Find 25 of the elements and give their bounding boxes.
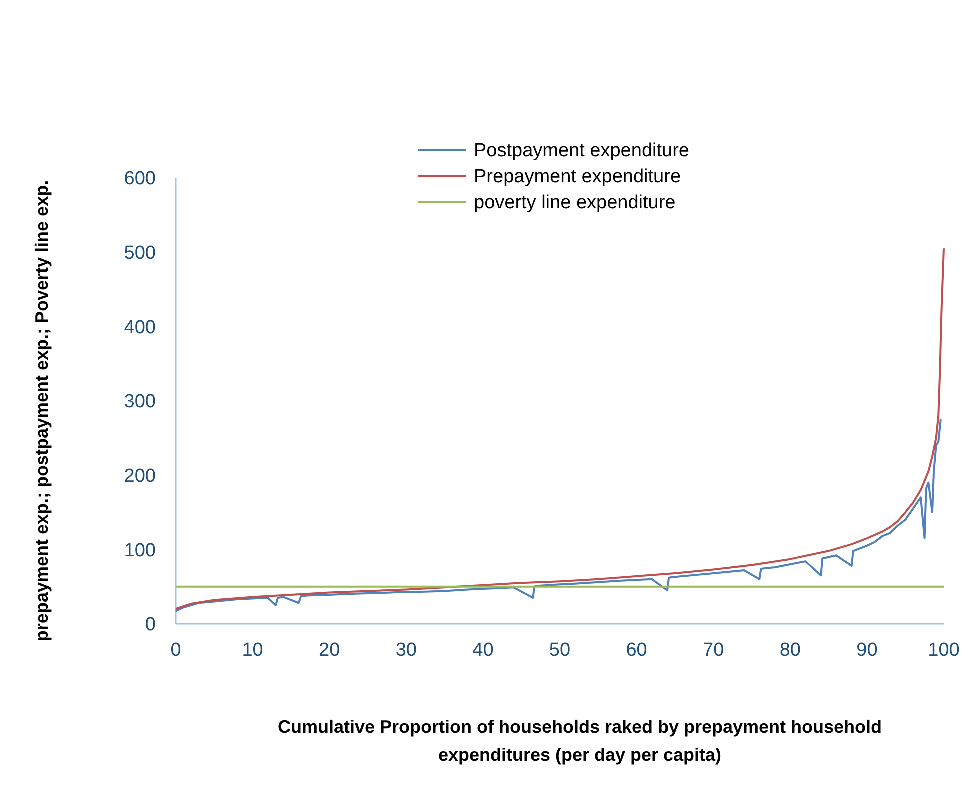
x-tick-label: 0 — [170, 640, 182, 661]
x-tick-label: 100 — [928, 640, 960, 661]
x-tick-label: 10 — [242, 640, 264, 661]
x-tick-label: 60 — [626, 640, 648, 661]
x-tick-label: 50 — [549, 640, 571, 661]
y-tick-label: 200 — [124, 466, 156, 487]
y-tick-label: 0 — [145, 614, 156, 636]
legend-label: Postpayment expenditure — [474, 140, 690, 162]
legend-label: Prepayment expenditure — [474, 166, 682, 188]
line-series — [175, 248, 945, 610]
x-tick-label: 70 — [703, 640, 724, 661]
x-tick-label: 30 — [396, 640, 417, 661]
y-tick-label: 600 — [124, 168, 156, 190]
line-series — [175, 418, 942, 612]
x-tick-label: 20 — [319, 640, 340, 661]
y-tick-label: 300 — [124, 392, 156, 413]
x-tick-label: 90 — [856, 640, 878, 661]
x-tick-label: 40 — [472, 640, 494, 661]
y-tick-label: 400 — [124, 317, 156, 338]
y-tick-label: 100 — [124, 540, 156, 562]
x-axis-title: Cumulative Proportion of households raked by prepayment household expenditures (per day per capita) — [278, 717, 882, 765]
legend-label: poverty line expenditure — [474, 192, 676, 214]
y-tick-label: 500 — [124, 242, 156, 264]
x-tick-label: 80 — [780, 640, 801, 661]
y-axis-title: prepayment exp.; postpayment exp.; Poverty line exp. — [32, 180, 52, 642]
